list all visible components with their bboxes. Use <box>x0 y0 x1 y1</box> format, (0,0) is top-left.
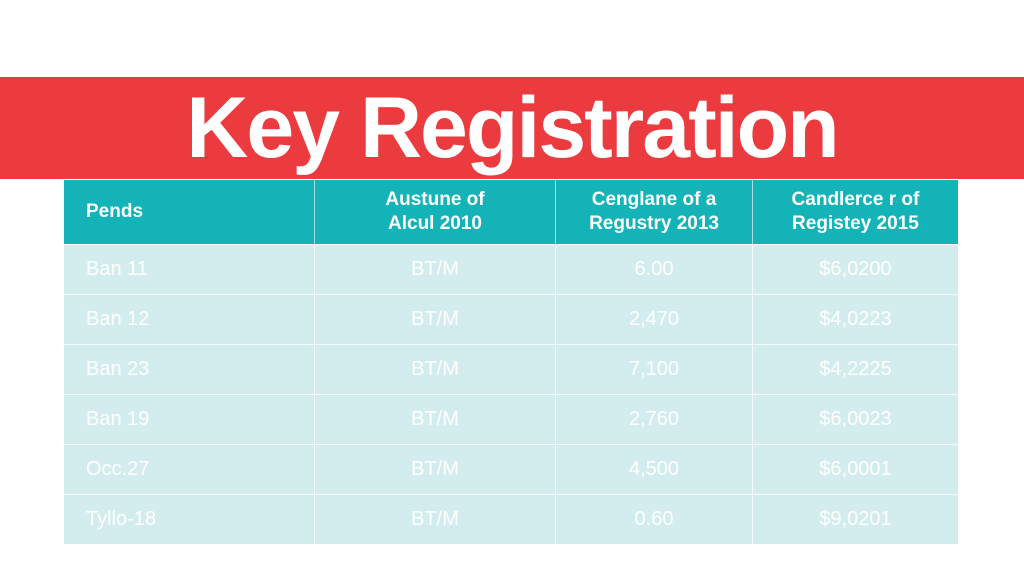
table-cell: BT/M <box>314 494 555 544</box>
table-cell: BT/M <box>314 244 555 294</box>
column-header: Pends <box>64 180 314 244</box>
table-cell: $6,0023 <box>752 394 958 444</box>
table-body: Ban 11BT/M6.00$6,0200Ban 12BT/M2,470$4,0… <box>64 244 958 544</box>
table-cell: 0.60 <box>556 494 753 544</box>
table-row: Ban 11BT/M6.00$6,0200 <box>64 244 958 294</box>
table-cell: $4,0223 <box>752 294 958 344</box>
title-text: Key Registration <box>186 79 837 178</box>
table-cell: BT/M <box>314 394 555 444</box>
table-cell: $6,0001 <box>752 444 958 494</box>
column-header: Candlerce r ofRegistey 2015 <box>752 180 958 244</box>
table-cell: $4,2225 <box>752 344 958 394</box>
table-cell: BT/M <box>314 444 555 494</box>
column-header: Austune ofAlcul 2010 <box>314 180 555 244</box>
table-cell: Ban 23 <box>64 344 314 394</box>
table-cell: Tyllo-18 <box>64 494 314 544</box>
table-cell: 7,100 <box>556 344 753 394</box>
table-row: Ban 23BT/M7,100$4,2225 <box>64 344 958 394</box>
table-cell: $9,0201 <box>752 494 958 544</box>
table-row: Occ.27BT/M4,500$6,0001 <box>64 444 958 494</box>
table-cell: Ban 12 <box>64 294 314 344</box>
table-cell: Ban 19 <box>64 394 314 444</box>
table-row: Ban 12BT/M2,470$4,0223 <box>64 294 958 344</box>
table-cell: 2,470 <box>556 294 753 344</box>
table-row: Tyllo-18BT/M0.60$9,0201 <box>64 494 958 544</box>
table-cell: Ban 11 <box>64 244 314 294</box>
table-cell: 4,500 <box>556 444 753 494</box>
title-banner: Key Registration <box>0 77 1024 179</box>
table-cell: 6.00 <box>556 244 753 294</box>
table-cell: BT/M <box>314 344 555 394</box>
table-cell: $6,0200 <box>752 244 958 294</box>
table-cell: BT/M <box>314 294 555 344</box>
data-table: PendsAustune ofAlcul 2010Cenglane of aRe… <box>64 180 958 544</box>
registration-table: PendsAustune ofAlcul 2010Cenglane of aRe… <box>63 179 959 539</box>
column-header: Cenglane of aRegustry 2013 <box>556 180 753 244</box>
slide-stage: Key Registration PendsAustune ofAlcul 20… <box>0 0 1024 576</box>
table-row: Ban 19BT/M2,760$6,0023 <box>64 394 958 444</box>
table-header-row: PendsAustune ofAlcul 2010Cenglane of aRe… <box>64 180 958 244</box>
table-cell: 2,760 <box>556 394 753 444</box>
table-cell: Occ.27 <box>64 444 314 494</box>
